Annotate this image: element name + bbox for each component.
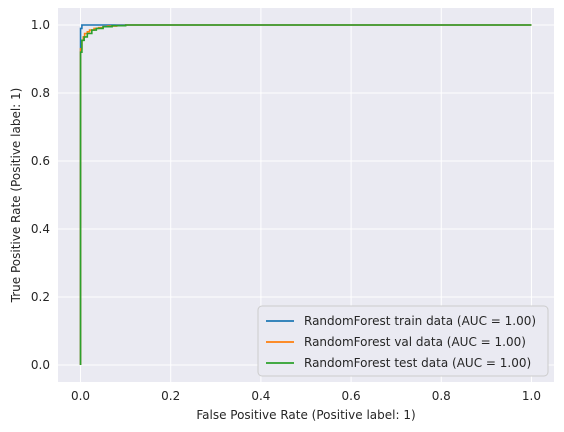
x-tick-label: 0.6 xyxy=(342,389,361,403)
x-tick-label: 1.0 xyxy=(522,389,541,403)
y-tick-label: 0.8 xyxy=(31,86,50,100)
y-tick-label: 0.0 xyxy=(31,358,50,372)
x-tick-label: 0.0 xyxy=(71,389,90,403)
legend: RandomForest train data (AUC = 1.00) Rand… xyxy=(257,305,549,377)
y-tick-label: 0.6 xyxy=(31,154,50,168)
legend-label-1: RandomForest train data (AUC = 1.00) xyxy=(304,314,536,328)
legend-label-2: RandomForest val data (AUC = 1.00) xyxy=(304,335,526,349)
y-tick-label: 1.0 xyxy=(31,18,50,32)
grid-lines xyxy=(58,8,554,382)
y-tick-label: 0.2 xyxy=(31,290,50,304)
x-axis-label: False Positive Rate (Positive label: 1) xyxy=(196,408,415,422)
tick-labels: 0.0 0.2 0.4 0.6 0.8 1.0 0.0 0.2 0.4 0.6 0.8 1.0 xyxy=(31,18,541,403)
series-layer xyxy=(79,24,532,365)
x-tick-label: 0.8 xyxy=(432,389,451,403)
legend-box xyxy=(257,305,549,377)
x-tick-label: 0.2 xyxy=(161,389,180,403)
roc-series-line-3 xyxy=(79,24,532,365)
legend-label-3: RandomForest test data (AUC = 1.00) xyxy=(304,356,531,370)
x-tick-label: 0.4 xyxy=(251,389,270,403)
y-tick-label: 0.4 xyxy=(31,222,50,236)
y-axis-label: True Positive Rate (Positive label: 1) xyxy=(9,88,23,304)
